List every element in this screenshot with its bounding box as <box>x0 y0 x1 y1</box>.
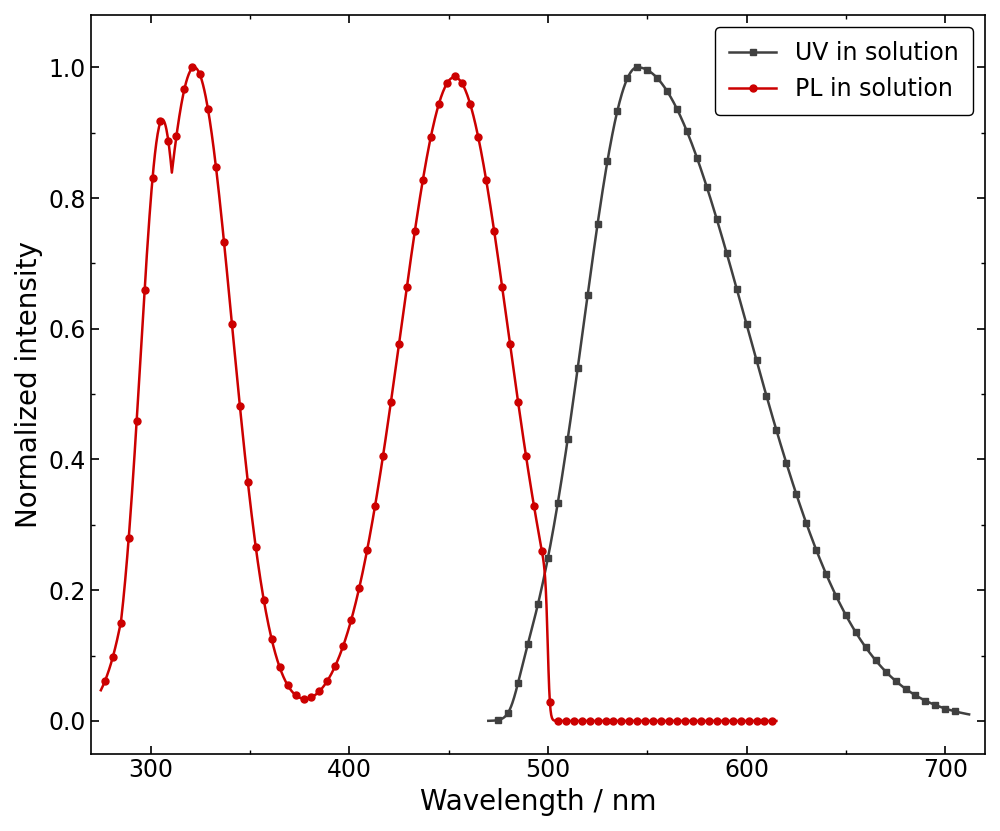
PL in solution <box>305 692 317 702</box>
UV in solution <box>512 678 524 688</box>
UV in solution <box>830 591 842 601</box>
UV in solution <box>582 290 594 300</box>
UV in solution <box>939 704 951 714</box>
UV in solution <box>909 691 921 701</box>
UV in solution <box>502 707 514 717</box>
PL in solution <box>313 686 325 696</box>
UV in solution <box>900 684 912 694</box>
X-axis label: Wavelength / nm: Wavelength / nm <box>420 788 656 816</box>
UV in solution <box>651 73 663 83</box>
UV in solution <box>770 425 782 435</box>
UV in solution <box>691 153 703 163</box>
UV in solution <box>572 363 584 373</box>
UV in solution <box>840 610 852 620</box>
UV in solution <box>810 544 822 554</box>
UV in solution <box>671 104 683 114</box>
UV in solution <box>929 700 941 710</box>
PL in solution <box>186 62 198 72</box>
UV in solution <box>701 182 713 192</box>
UV in solution <box>760 391 772 401</box>
UV in solution <box>532 599 544 609</box>
UV in solution <box>850 627 862 637</box>
UV in solution <box>592 219 604 229</box>
UV in solution <box>780 458 792 468</box>
UV in solution <box>522 638 534 648</box>
Legend: UV in solution, PL in solution: UV in solution, PL in solution <box>715 27 973 115</box>
PL in solution <box>441 78 453 88</box>
UV in solution <box>542 553 554 563</box>
UV in solution <box>751 356 763 366</box>
PL in solution <box>735 716 747 726</box>
UV in solution <box>919 696 931 706</box>
UV in solution <box>552 498 564 508</box>
UV in solution <box>800 518 812 528</box>
UV in solution <box>880 666 892 676</box>
PL in solution <box>766 716 778 726</box>
UV in solution <box>562 434 574 444</box>
UV in solution <box>721 248 733 258</box>
Line: PL in solution: PL in solution <box>101 64 776 725</box>
UV in solution <box>890 676 902 686</box>
PL in solution <box>99 676 111 686</box>
UV in solution <box>631 62 643 72</box>
UV in solution <box>601 155 613 165</box>
UV in solution <box>621 73 633 83</box>
Y-axis label: Normalized intensity: Normalized intensity <box>15 241 43 528</box>
PL in solution <box>337 641 349 651</box>
PL in solution <box>218 237 230 247</box>
UV in solution <box>641 65 653 75</box>
UV in solution <box>949 706 961 716</box>
UV in solution <box>681 126 693 136</box>
UV in solution <box>661 86 673 96</box>
UV in solution <box>731 283 743 293</box>
UV in solution <box>790 489 802 499</box>
UV in solution <box>492 715 504 725</box>
UV in solution <box>611 106 623 116</box>
UV in solution <box>711 214 723 224</box>
UV in solution <box>870 656 882 666</box>
Line: UV in solution: UV in solution <box>495 64 959 724</box>
UV in solution <box>741 319 753 329</box>
UV in solution <box>860 642 872 652</box>
UV in solution <box>820 569 832 579</box>
